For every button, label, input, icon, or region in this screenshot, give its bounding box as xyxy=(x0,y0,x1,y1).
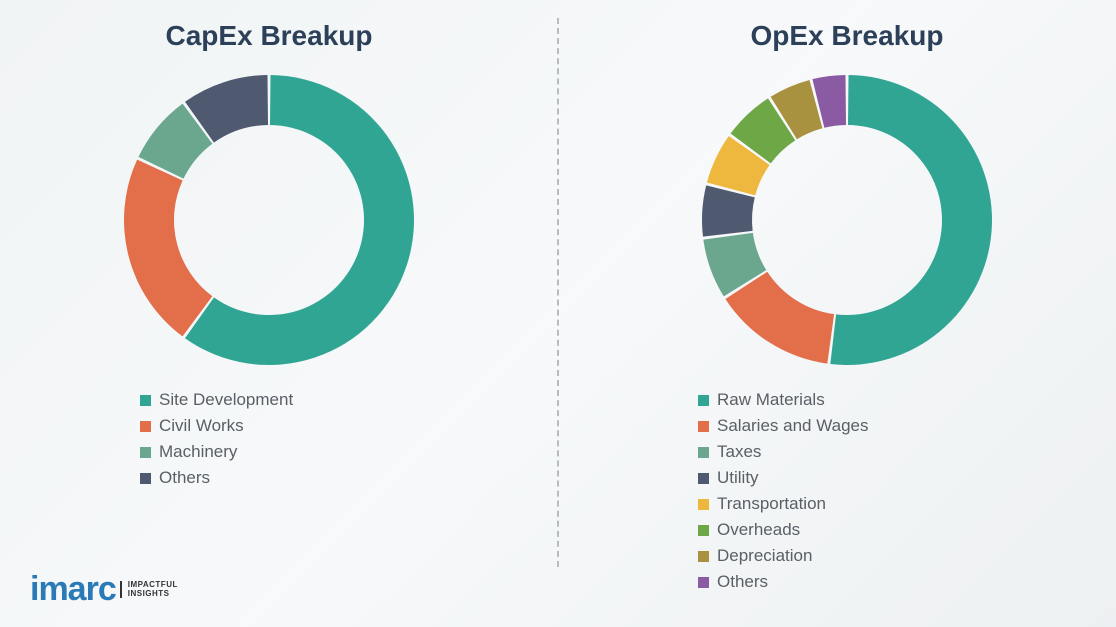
donut-slice xyxy=(725,272,834,364)
legend-swatch xyxy=(698,473,709,484)
legend-item: Raw Materials xyxy=(698,390,869,410)
legend-label: Civil Works xyxy=(159,416,244,436)
legend-label: Machinery xyxy=(159,442,237,462)
legend-swatch xyxy=(698,447,709,458)
legend-item: Depreciation xyxy=(698,546,869,566)
legend-swatch xyxy=(698,499,709,510)
opex-panel: OpEx Breakup Raw Materials Salaries and W… xyxy=(558,0,1116,627)
legend-swatch xyxy=(140,447,151,458)
legend-label: Overheads xyxy=(717,520,800,540)
donut-slice xyxy=(124,160,212,337)
legend-item: Transportation xyxy=(698,494,869,514)
opex-legend: Raw Materials Salaries and Wages Taxes Util… xyxy=(698,390,869,592)
legend-swatch xyxy=(698,395,709,406)
legend-item: Civil Works xyxy=(140,416,293,436)
charts-container: CapEx Breakup Site Development Civil Work… xyxy=(0,0,1116,627)
legend-swatch xyxy=(698,577,709,588)
capex-donut xyxy=(119,70,419,370)
donut-slice xyxy=(830,75,992,365)
legend-item: Overheads xyxy=(698,520,869,540)
legend-label: Utility xyxy=(717,468,759,488)
capex-title: CapEx Breakup xyxy=(166,20,373,52)
legend-item: Taxes xyxy=(698,442,869,462)
legend-swatch xyxy=(140,473,151,484)
legend-label: Site Development xyxy=(159,390,293,410)
legend-label: Others xyxy=(159,468,210,488)
logo-mark: imarc xyxy=(30,570,116,609)
legend-item: Others xyxy=(140,468,293,488)
legend-label: Salaries and Wages xyxy=(717,416,869,436)
capex-panel: CapEx Breakup Site Development Civil Work… xyxy=(0,0,558,627)
opex-donut xyxy=(697,70,997,370)
logo-tagline: IMPACTFUL INSIGHTS xyxy=(120,581,178,599)
capex-legend: Site Development Civil Works Machinery Othe… xyxy=(140,390,293,488)
legend-swatch xyxy=(698,551,709,562)
legend-label: Others xyxy=(717,572,768,592)
legend-item: Site Development xyxy=(140,390,293,410)
legend-label: Taxes xyxy=(717,442,761,462)
brand-logo: imarc IMPACTFUL INSIGHTS xyxy=(30,570,178,609)
legend-swatch xyxy=(140,421,151,432)
legend-label: Raw Materials xyxy=(717,390,825,410)
legend-item: Machinery xyxy=(140,442,293,462)
legend-item: Others xyxy=(698,572,869,592)
legend-item: Salaries and Wages xyxy=(698,416,869,436)
legend-swatch xyxy=(698,525,709,536)
vertical-divider xyxy=(557,18,559,567)
legend-label: Depreciation xyxy=(717,546,812,566)
legend-label: Transportation xyxy=(717,494,826,514)
opex-title: OpEx Breakup xyxy=(751,20,944,52)
legend-item: Utility xyxy=(698,468,869,488)
legend-swatch xyxy=(698,421,709,432)
legend-swatch xyxy=(140,395,151,406)
